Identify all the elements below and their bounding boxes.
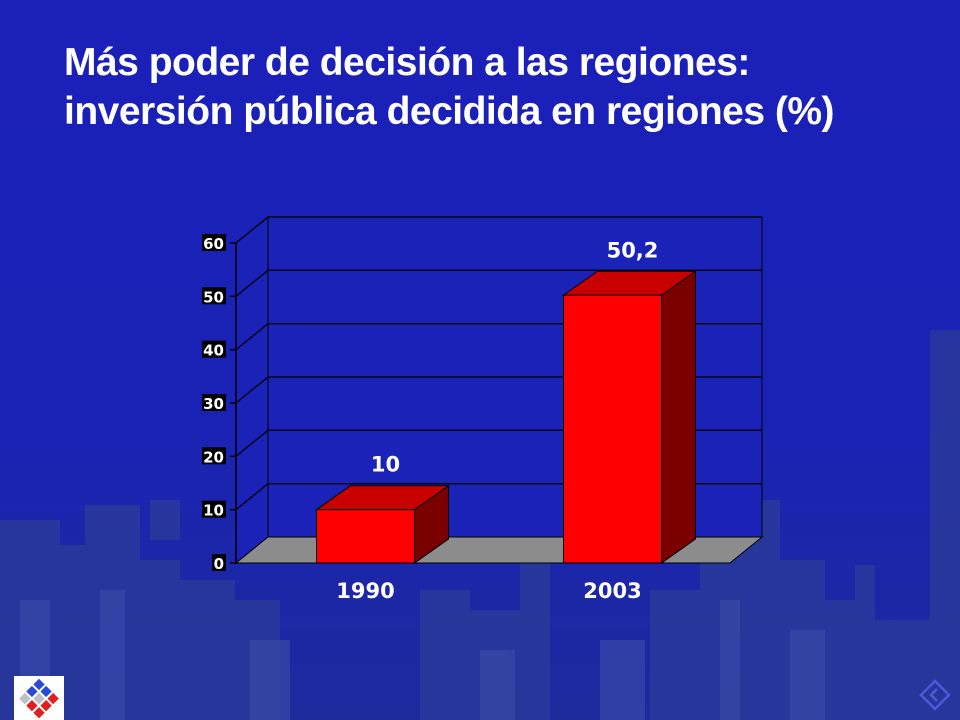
y-tick-label-bg [202, 500, 226, 518]
slide-title-line-2: inversión pública decidida en regiones (… [64, 90, 835, 133]
y-tick-label: 30 [203, 395, 224, 413]
y-tick-label: 60 [203, 235, 224, 253]
gridline [235, 269, 762, 297]
x-category-label: 2003 [583, 579, 641, 603]
bar-1990 [314, 484, 451, 564]
chart-bars [314, 270, 698, 564]
nav-arrow-icon[interactable] [918, 678, 952, 712]
y-tick-label: 50 [203, 288, 224, 306]
chart-labels: 10 1990 50,2 2003 [336, 238, 658, 603]
data-label: 50,2 [607, 238, 659, 262]
y-tick-label-bg [202, 394, 226, 411]
y-tick-label-bg [212, 554, 226, 571]
bar-2003 [561, 270, 698, 564]
bar-side [661, 270, 696, 564]
y-tick-label-bg [202, 287, 226, 305]
y-tick-label: 20 [203, 448, 224, 466]
y-tick-label: 40 [203, 342, 224, 360]
y-tick-label-bg [202, 340, 226, 358]
y-tick-label-bg [202, 447, 226, 465]
y-tick-label-bg [202, 234, 226, 251]
slide-title-line-1: Más poder de decisión a las regiones: [64, 41, 750, 84]
x-category-label: 1990 [336, 579, 394, 603]
slide-title: Más poder de decisión a las regiones: in… [64, 38, 924, 136]
y-axis: 0 10 20 30 40 50 60 [202, 234, 237, 573]
bar-front [316, 509, 415, 564]
logo-icon [14, 676, 64, 720]
data-label: 10 [371, 453, 400, 477]
gridline [235, 216, 762, 244]
y-tick-label: 0 [214, 555, 224, 573]
y-tick-label: 10 [203, 502, 224, 520]
bar-front [563, 294, 662, 564]
